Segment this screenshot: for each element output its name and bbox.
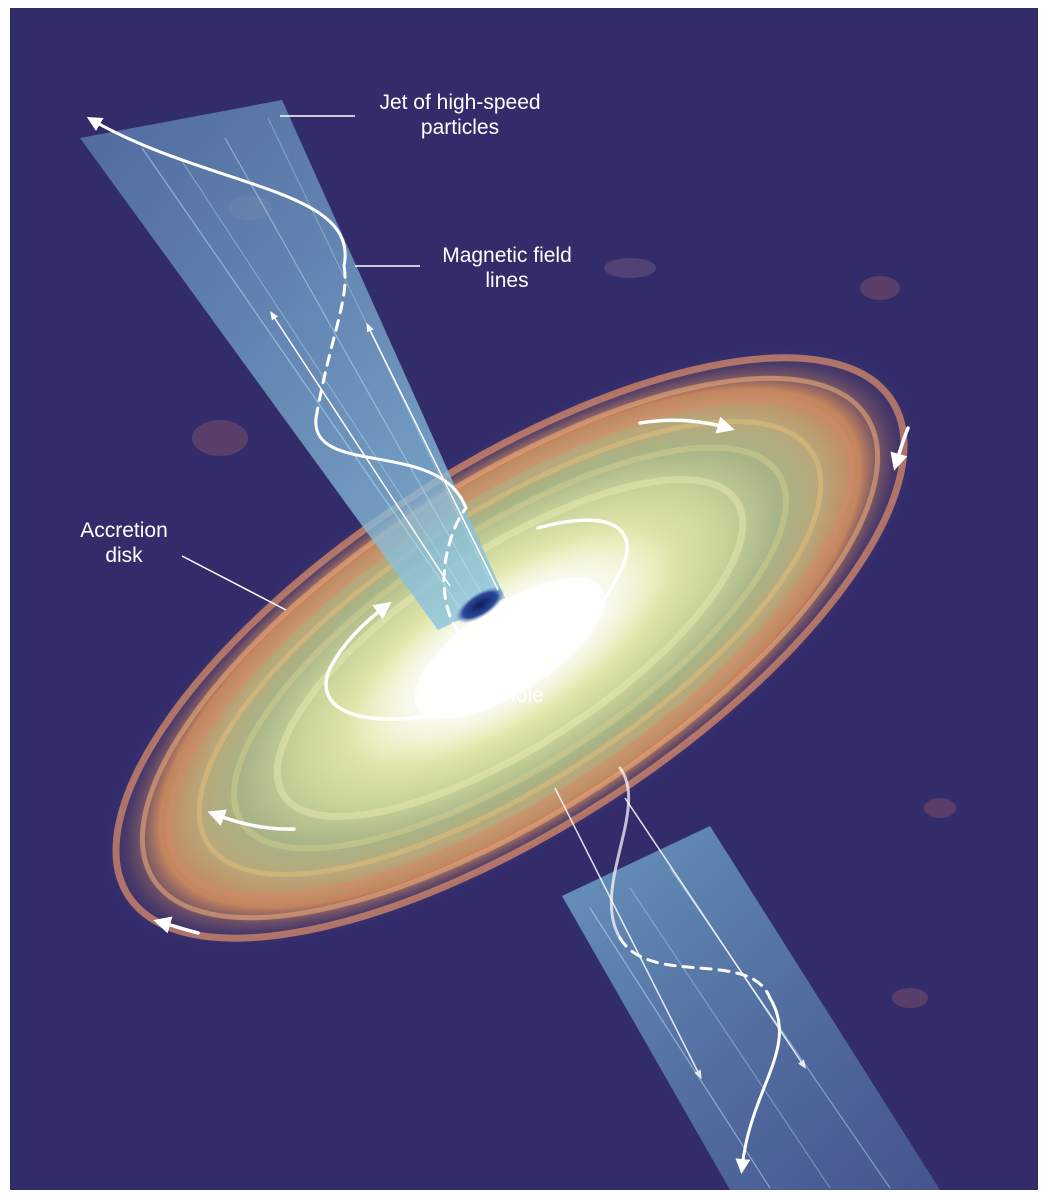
- leader-lines: [181, 115, 533, 647]
- label-black-hole: Black hole: [484, 658, 564, 708]
- label-jet-line1: Jet of high-speed: [379, 91, 541, 114]
- label-accretion-line2: disk: [105, 544, 143, 567]
- lower-field-lines: [554, 787, 806, 1080]
- label-magnetic-line1: Magnetic field: [442, 244, 572, 267]
- upper-jet: [80, 100, 505, 630]
- illustration-frame: Jet of high-speed particles Magnetic fie…: [10, 8, 1038, 1190]
- label-black-hole-line1: Black: [498, 659, 550, 682]
- label-accretion-line1: Accretion: [80, 519, 168, 542]
- lower-helix: [609, 766, 781, 1174]
- label-magnetic-field-lines: Magnetic field lines: [422, 243, 592, 293]
- black-hole-illustration: [10, 8, 1038, 1190]
- label-magnetic-line2: lines: [485, 269, 529, 292]
- label-accretion-disk: Accretion disk: [64, 518, 184, 568]
- label-black-hole-line2: hole: [504, 684, 544, 707]
- upper-helix: [86, 117, 468, 634]
- label-jet-line2: particles: [420, 116, 500, 139]
- upper-field-lines: [270, 310, 499, 591]
- label-jet: Jet of high-speed particles: [360, 90, 560, 140]
- rotation-arrows: [153, 416, 910, 935]
- black-hole: [455, 586, 505, 624]
